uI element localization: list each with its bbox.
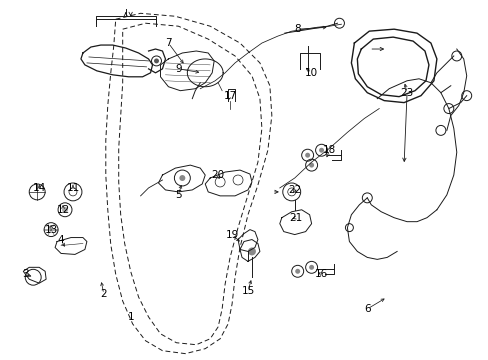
Text: 21: 21 — [288, 213, 302, 223]
Circle shape — [308, 163, 313, 168]
Text: 16: 16 — [314, 269, 327, 279]
Text: 5: 5 — [175, 190, 182, 200]
Text: 2: 2 — [101, 289, 107, 299]
Text: 8: 8 — [294, 24, 301, 34]
Circle shape — [295, 269, 300, 274]
Text: 6: 6 — [363, 304, 370, 314]
Text: 22: 22 — [287, 185, 301, 195]
Text: 10: 10 — [305, 68, 318, 78]
Text: 15: 15 — [241, 286, 254, 296]
Text: 17: 17 — [223, 91, 236, 101]
Circle shape — [305, 153, 309, 158]
Circle shape — [247, 247, 255, 255]
Circle shape — [308, 265, 313, 270]
Text: 3: 3 — [22, 269, 28, 279]
Text: 14: 14 — [33, 183, 46, 193]
Text: 23: 23 — [400, 88, 413, 98]
Text: 7: 7 — [165, 38, 171, 48]
Text: 11: 11 — [66, 183, 80, 193]
Text: 4: 4 — [58, 234, 64, 244]
Circle shape — [62, 207, 68, 213]
Text: 18: 18 — [322, 145, 335, 155]
Text: 19: 19 — [225, 230, 238, 239]
Circle shape — [154, 58, 159, 63]
Text: 20: 20 — [211, 170, 224, 180]
Text: 13: 13 — [44, 225, 58, 235]
Text: 9: 9 — [175, 64, 182, 74]
Circle shape — [179, 175, 185, 181]
Text: 1: 1 — [127, 312, 134, 322]
Circle shape — [319, 148, 324, 153]
Text: 12: 12 — [56, 205, 69, 215]
